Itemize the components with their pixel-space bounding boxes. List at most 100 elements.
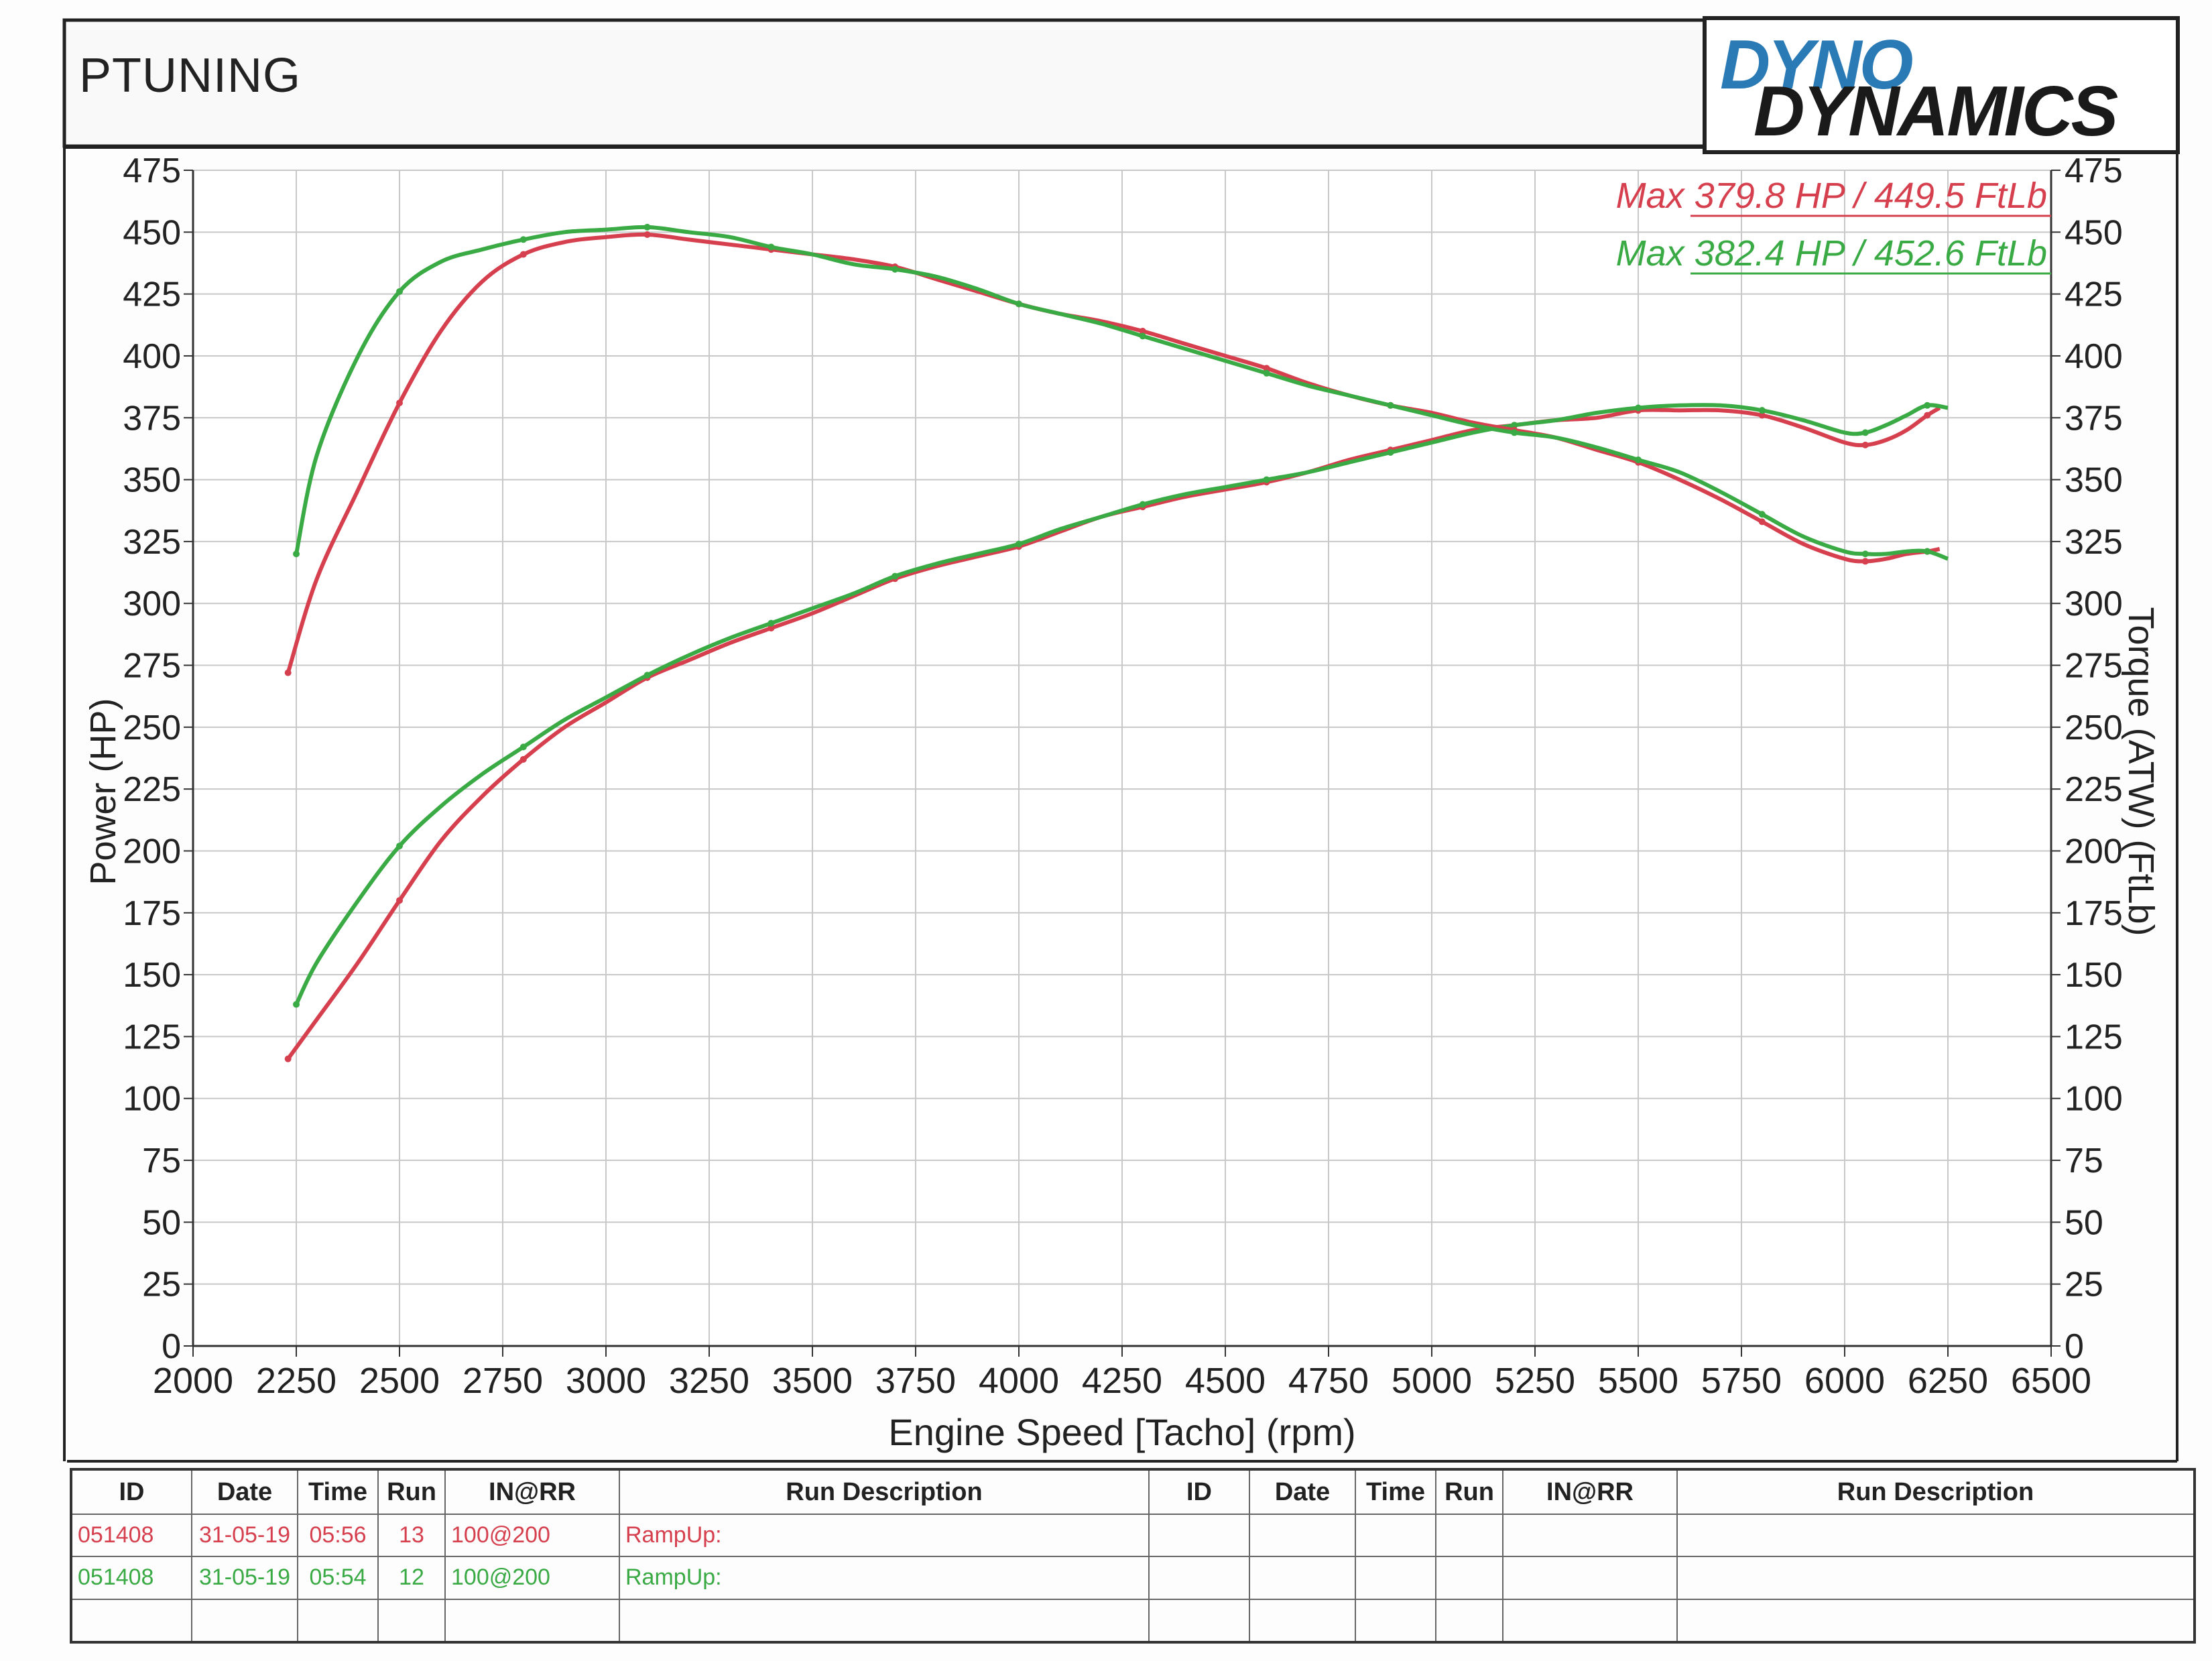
col-header-id: ID <box>70 1469 192 1515</box>
data-point <box>892 572 899 580</box>
y-tick-label-right: 175 <box>2065 894 2123 933</box>
data-point <box>1758 412 1766 419</box>
y-tick-label-right: 350 <box>2065 461 2123 500</box>
x-tick-label: 5250 <box>1495 1361 1575 1401</box>
data-point <box>519 755 527 763</box>
data-point <box>892 265 899 273</box>
cell-time <box>297 1598 379 1644</box>
cell-inrr: 100@200 <box>444 1513 620 1558</box>
data-point <box>396 897 403 904</box>
y-tick-label-left: 200 <box>123 832 181 871</box>
y-axis-title-left: Power (HP) <box>83 698 123 885</box>
cell-inrr <box>444 1598 620 1644</box>
col-header-time: Time <box>297 1469 379 1515</box>
data-point <box>519 743 527 751</box>
cell-time-2 <box>1355 1598 1436 1644</box>
y-tick-label-left: 300 <box>123 585 181 623</box>
data-point <box>293 550 300 558</box>
data-point <box>1861 550 1869 558</box>
cell-run-description <box>619 1598 1150 1644</box>
cell-inrr: 100@200 <box>444 1556 620 1600</box>
col-header-run: Run <box>377 1469 446 1515</box>
cell-id-2 <box>1148 1513 1250 1558</box>
y-tick-label-right: 475 <box>2065 151 2123 190</box>
dyno-dynamics-logo: DYNO DYNAMICS <box>1703 16 2180 154</box>
cell-id: 051408 <box>70 1556 192 1600</box>
data-point <box>1263 476 1270 483</box>
y-tick-label-left: 125 <box>123 1018 181 1056</box>
data-point <box>284 1055 292 1062</box>
data-point <box>1861 429 1869 436</box>
x-tick-label: 6250 <box>1908 1361 1988 1401</box>
y-tick-label-left: 100 <box>123 1080 181 1119</box>
x-tick-label: 5000 <box>1392 1361 1472 1401</box>
series-line-power <box>294 403 1949 1005</box>
y-tick-label-left: 50 <box>142 1203 181 1242</box>
y-tick-label-right: 50 <box>2065 1203 2103 1242</box>
data-point <box>1758 518 1766 526</box>
cell-time: 05:54 <box>297 1556 379 1600</box>
data-point <box>1139 332 1146 340</box>
data-point <box>643 231 651 239</box>
y-tick-label-left: 425 <box>123 275 181 314</box>
x-tick-label: 4750 <box>1288 1361 1369 1401</box>
data-point <box>1758 511 1766 518</box>
data-point <box>1016 540 1022 548</box>
cell-time: 05:56 <box>297 1513 379 1558</box>
y-tick-label-right: 250 <box>2065 709 2123 747</box>
y-tick-label-left: 350 <box>123 461 181 500</box>
cell-time-2 <box>1355 1556 1436 1600</box>
cell-run: 12 <box>377 1556 446 1600</box>
data-point <box>293 1001 300 1008</box>
cell-date-2 <box>1249 1513 1356 1558</box>
x-tick-label: 3750 <box>875 1361 956 1401</box>
y-tick-label-left: 150 <box>123 956 181 995</box>
y-tick-label-right: 275 <box>2065 647 2123 686</box>
col-header-inrr: IN@RR <box>444 1469 620 1515</box>
y-tick-label-left: 75 <box>142 1142 181 1180</box>
y-tick-label-left: 475 <box>123 151 181 190</box>
cell-inrr-2 <box>1502 1598 1678 1644</box>
x-tick-label: 5500 <box>1598 1361 1678 1401</box>
x-axis-title: Engine Speed [Tacho] (rpm) <box>888 1411 1355 1453</box>
y-tick-label-left: 225 <box>123 770 181 809</box>
x-tick-label: 4250 <box>1082 1361 1162 1401</box>
run-table: ID Date Time Run IN@RR Run Description I… <box>70 1468 2196 1644</box>
y-tick-label-right: 325 <box>2065 523 2123 562</box>
cell-date <box>191 1598 298 1644</box>
y-tick-label-left: 325 <box>123 523 181 562</box>
col-header-run-description-2: Run Description <box>1676 1469 2195 1515</box>
data-point <box>1387 402 1394 409</box>
data-point <box>1511 422 1518 429</box>
y-tick-label-right: 300 <box>2065 585 2123 623</box>
x-tick-label: 3000 <box>566 1361 646 1401</box>
data-point <box>1924 548 1931 555</box>
y-tick-label-right: 225 <box>2065 770 2123 809</box>
cell-run-2 <box>1435 1556 1503 1600</box>
x-tick-label: 4500 <box>1185 1361 1266 1401</box>
grid-layer <box>192 170 2052 1347</box>
y-tick-label-right: 375 <box>2065 399 2123 438</box>
col-header-date-2: Date <box>1249 1469 1356 1515</box>
label-layer: Engine Speed [Tacho] (rpm) Power (HP) Torq… <box>83 176 2161 1453</box>
col-header-time-2: Time <box>1355 1469 1436 1515</box>
data-point <box>643 223 651 231</box>
cell-id-2 <box>1148 1598 1250 1644</box>
x-tick-label: 3500 <box>772 1361 853 1401</box>
data-point <box>1924 402 1931 409</box>
y-tick-label-left: 400 <box>123 337 181 376</box>
page-title: PTUNING <box>79 49 301 103</box>
y-tick-label-left: 175 <box>123 894 181 933</box>
axis-layer: 2000 2250 2500 2750 3000 3250 3500 3750 4000 4250… <box>123 151 2123 1401</box>
data-point <box>767 625 775 632</box>
y-tick-label-left: 250 <box>123 709 181 747</box>
x-tick-label: 6500 <box>2011 1361 2091 1401</box>
data-point <box>767 243 775 251</box>
y-tick-label-right: 150 <box>2065 956 2123 995</box>
x-tick-label: 6000 <box>1804 1361 1885 1401</box>
col-header-date: Date <box>191 1469 298 1515</box>
data-point <box>1635 404 1642 412</box>
col-header-run-2: Run <box>1435 1469 1503 1515</box>
